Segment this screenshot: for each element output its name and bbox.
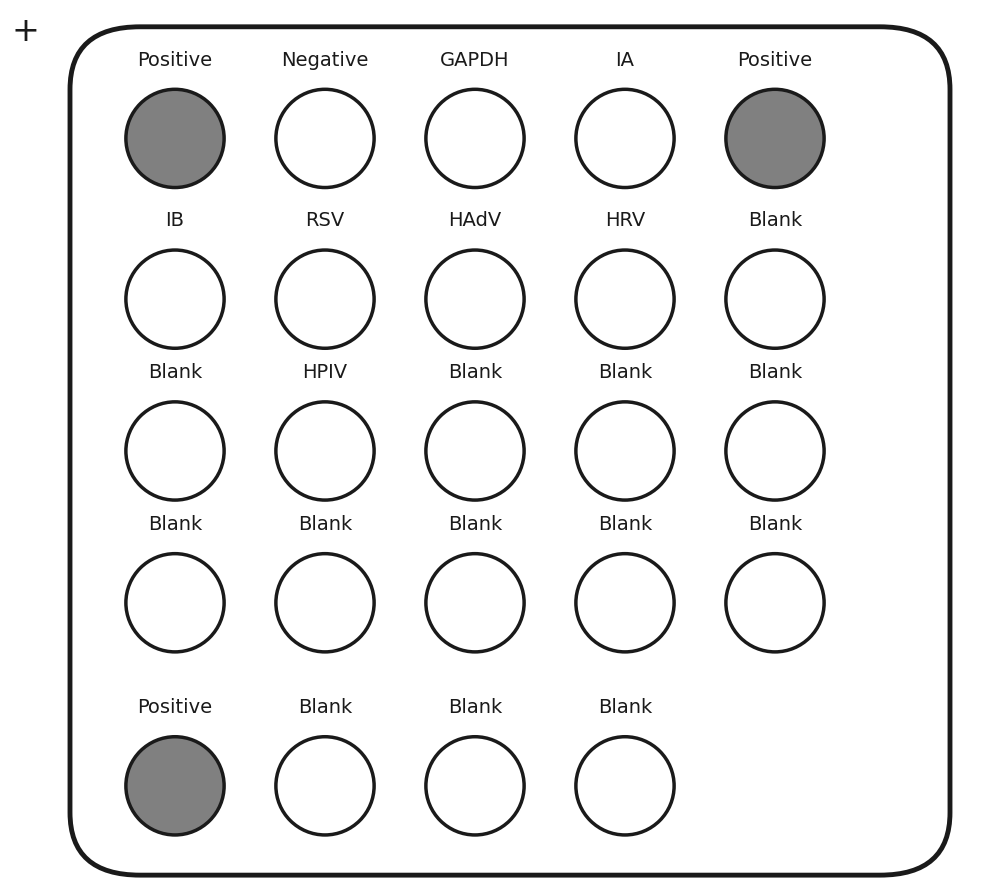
Ellipse shape — [426, 89, 524, 188]
FancyBboxPatch shape — [70, 27, 950, 875]
Ellipse shape — [726, 554, 824, 652]
Ellipse shape — [576, 737, 674, 835]
Ellipse shape — [426, 554, 524, 652]
Ellipse shape — [126, 89, 224, 188]
Text: Positive: Positive — [137, 51, 213, 70]
Ellipse shape — [576, 554, 674, 652]
Text: Blank: Blank — [598, 515, 652, 534]
Ellipse shape — [576, 402, 674, 500]
Ellipse shape — [576, 89, 674, 188]
Text: Blank: Blank — [448, 515, 502, 534]
Text: IA: IA — [616, 51, 635, 70]
Text: Blank: Blank — [148, 363, 202, 382]
Text: IB: IB — [166, 212, 184, 230]
Text: Blank: Blank — [748, 515, 802, 534]
Text: HPIV: HPIV — [302, 363, 348, 382]
Text: Blank: Blank — [748, 363, 802, 382]
Ellipse shape — [126, 737, 224, 835]
Text: Positive: Positive — [137, 698, 213, 717]
Ellipse shape — [576, 250, 674, 348]
Ellipse shape — [426, 737, 524, 835]
Text: Blank: Blank — [448, 363, 502, 382]
Text: Blank: Blank — [448, 698, 502, 717]
Ellipse shape — [426, 402, 524, 500]
Text: +: + — [11, 15, 39, 47]
Text: Blank: Blank — [748, 212, 802, 230]
Ellipse shape — [726, 89, 824, 188]
Text: Blank: Blank — [598, 698, 652, 717]
Ellipse shape — [126, 250, 224, 348]
Text: Blank: Blank — [298, 698, 352, 717]
Text: Blank: Blank — [298, 515, 352, 534]
Ellipse shape — [726, 402, 824, 500]
Ellipse shape — [726, 250, 824, 348]
Text: Blank: Blank — [148, 515, 202, 534]
Text: HAdV: HAdV — [448, 212, 502, 230]
Ellipse shape — [126, 402, 224, 500]
Ellipse shape — [276, 250, 374, 348]
Ellipse shape — [276, 89, 374, 188]
Text: HRV: HRV — [605, 212, 645, 230]
Ellipse shape — [426, 250, 524, 348]
Text: GAPDH: GAPDH — [440, 51, 510, 70]
Ellipse shape — [126, 554, 224, 652]
Text: RSV: RSV — [305, 212, 345, 230]
Text: Positive: Positive — [737, 51, 813, 70]
Text: Negative: Negative — [281, 51, 369, 70]
Ellipse shape — [276, 402, 374, 500]
Ellipse shape — [276, 737, 374, 835]
Text: Blank: Blank — [598, 363, 652, 382]
Ellipse shape — [276, 554, 374, 652]
